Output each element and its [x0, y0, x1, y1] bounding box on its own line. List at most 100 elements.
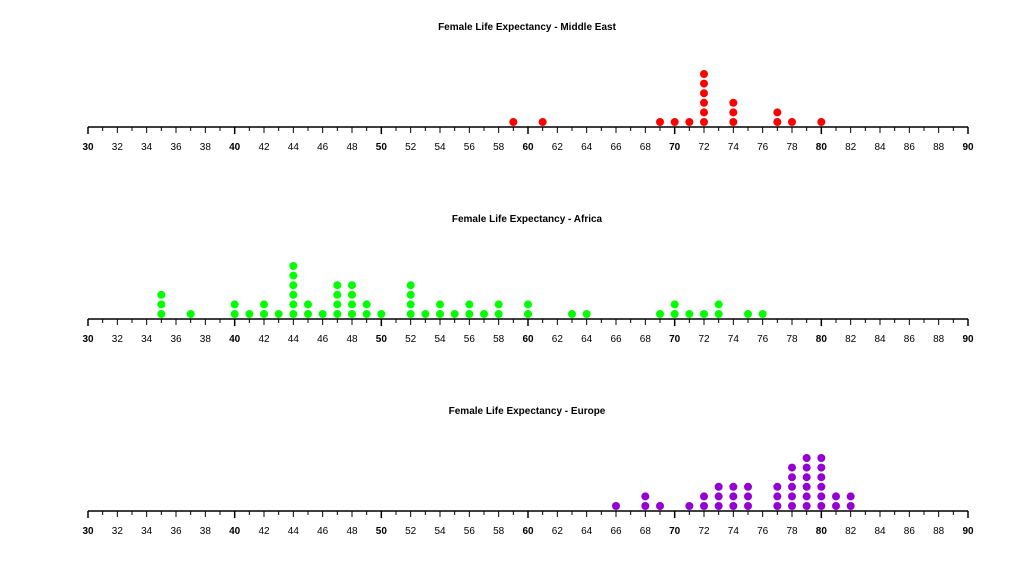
x-tick-label: 72 — [698, 334, 710, 345]
data-point — [260, 300, 268, 309]
data-point — [289, 262, 298, 270]
data-point — [817, 492, 826, 501]
data-point — [377, 310, 386, 318]
x-tick-label: 76 — [757, 526, 769, 537]
data-point — [348, 300, 356, 309]
x-tick-label: 68 — [640, 142, 652, 153]
x-tick-label: 66 — [610, 142, 622, 153]
data-point — [362, 310, 371, 318]
x-tick-label: 44 — [288, 526, 300, 537]
data-point — [421, 310, 430, 318]
x-tick-label: 34 — [141, 142, 153, 153]
data-point — [333, 310, 342, 318]
data-point — [318, 310, 327, 318]
x-tick-label: 76 — [757, 142, 769, 153]
x-tick-label: 82 — [845, 526, 857, 537]
data-point — [289, 310, 298, 318]
x-tick-label: 54 — [434, 334, 446, 345]
x-tick-label: 78 — [786, 526, 798, 537]
data-point — [714, 482, 723, 491]
x-tick-label: 40 — [229, 334, 241, 345]
data-point — [700, 108, 708, 117]
data-point — [714, 492, 723, 501]
data-point — [788, 482, 796, 491]
x-tick-label: 56 — [464, 526, 476, 537]
data-point — [274, 310, 283, 318]
data-point — [817, 463, 826, 472]
data-point — [700, 502, 708, 510]
x-tick-label: 68 — [640, 334, 652, 345]
x-tick-label: 32 — [112, 526, 124, 537]
x-tick-label: 86 — [904, 526, 916, 537]
data-point — [817, 502, 826, 510]
data-point — [494, 310, 503, 318]
data-point — [670, 310, 679, 318]
data-point — [524, 310, 532, 318]
x-tick-label: 30 — [82, 142, 94, 153]
data-point — [758, 310, 767, 318]
data-point — [832, 502, 840, 510]
data-point — [582, 310, 591, 318]
data-point — [641, 502, 650, 510]
x-tick-label: 80 — [816, 526, 828, 537]
x-tick-label: 48 — [346, 526, 358, 537]
data-point — [817, 473, 826, 482]
data-point — [700, 70, 708, 78]
x-tick-label: 56 — [464, 334, 476, 345]
x-tick-label: 36 — [170, 526, 182, 537]
data-point — [465, 310, 474, 318]
x-tick-label: 88 — [933, 526, 945, 537]
data-point — [245, 310, 254, 318]
data-point — [480, 310, 488, 318]
x-tick-label: 34 — [141, 334, 153, 345]
x-tick-label: 58 — [493, 142, 505, 153]
data-point — [186, 310, 195, 318]
data-point — [450, 310, 459, 318]
x-tick-label: 46 — [317, 334, 329, 345]
chart-title: Female Life Expectancy - Africa — [452, 214, 603, 225]
data-point — [700, 98, 708, 107]
x-tick-label: 64 — [581, 142, 593, 153]
data-point — [230, 300, 239, 309]
data-point — [788, 118, 796, 126]
data-point — [846, 492, 855, 501]
data-point — [509, 118, 518, 126]
x-tick-label: 46 — [317, 526, 329, 537]
data-point — [788, 492, 796, 501]
data-point — [685, 502, 694, 510]
x-tick-label: 48 — [346, 334, 358, 345]
data-point — [817, 118, 826, 126]
data-point — [656, 118, 664, 126]
x-tick-label: 44 — [288, 142, 300, 153]
x-tick-label: 84 — [874, 526, 886, 537]
x-tick-label: 86 — [904, 142, 916, 153]
data-point — [670, 300, 679, 309]
x-tick-label: 66 — [610, 526, 622, 537]
x-tick-label: 80 — [816, 334, 828, 345]
x-tick-label: 74 — [728, 142, 740, 153]
data-point — [773, 482, 782, 491]
chart-title: Female Life Expectancy - Europe — [449, 406, 606, 417]
data-point — [700, 79, 708, 88]
dot-plot-3: Female Life Expectancy - Europe 30 32 34 36 3… — [82, 406, 974, 537]
data-point — [802, 502, 811, 510]
data-point — [524, 300, 532, 309]
x-tick-label: 78 — [786, 142, 798, 153]
x-tick-label: 60 — [522, 142, 534, 153]
data-point — [494, 300, 503, 309]
x-tick-label: 50 — [376, 526, 388, 537]
data-point — [700, 492, 708, 501]
x-tick-label: 60 — [522, 526, 534, 537]
x-tick-label: 76 — [757, 334, 769, 345]
data-point — [729, 98, 738, 107]
x-tick-label: 40 — [229, 526, 241, 537]
x-tick-label: 70 — [669, 334, 681, 345]
x-tick-label: 32 — [112, 142, 124, 153]
x-tick-label: 52 — [405, 142, 417, 153]
data-point — [832, 492, 840, 501]
x-tick-label: 74 — [728, 334, 740, 345]
data-point — [817, 454, 826, 462]
data-point — [289, 290, 298, 299]
x-tick-label: 46 — [317, 142, 329, 153]
data-point — [612, 502, 620, 510]
